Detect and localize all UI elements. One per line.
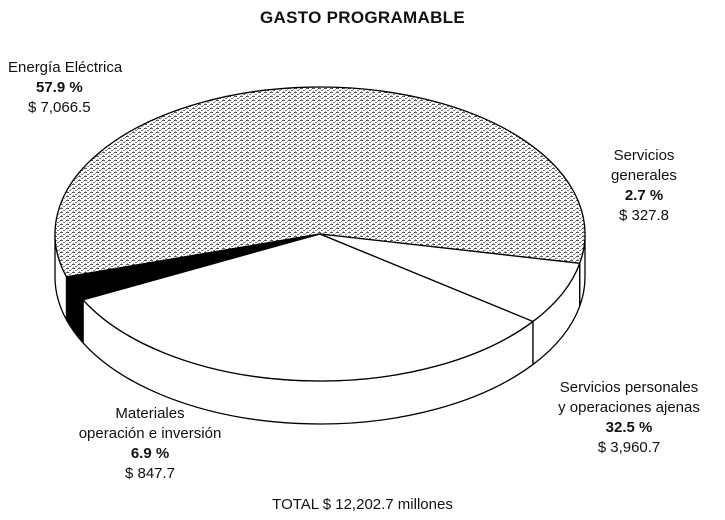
slice-top-3 xyxy=(319,233,581,323)
label-materiales-percent: 6.9 % xyxy=(130,445,170,462)
slice-top-2 xyxy=(82,233,534,382)
label-servicios-personales: Servicios personales y operaciones ajena… xyxy=(536,378,722,458)
label-servicios-generales-name-1: Servicios xyxy=(613,147,675,164)
label-energia: Energía Eléctrica 57.9 % $ 7,066.5 xyxy=(8,58,122,118)
label-servicios-generales-name-2: generales xyxy=(611,167,677,184)
label-servicios-personales-amount: $ 3,960.7 xyxy=(597,439,661,456)
label-energia-percent: 57.9 % xyxy=(36,79,83,96)
label-materiales-amount: $ 847.7 xyxy=(124,465,176,482)
pie-tops xyxy=(54,86,586,382)
label-materiales: Materiales operación e inversión 6.9 % $… xyxy=(58,404,242,484)
label-energia-amount: $ 7,066.5 xyxy=(28,99,91,116)
pie-sides xyxy=(54,233,586,425)
label-materiales-name-2: operación e inversión xyxy=(78,425,222,442)
total-label: TOTAL $ 12,202.7 millones xyxy=(272,496,453,513)
label-servicios-generales-percent: 2.7 % xyxy=(624,187,664,204)
label-servicios-personales-percent: 32.5 % xyxy=(605,419,653,436)
label-energia-name: Energía Eléctrica xyxy=(8,59,123,76)
slice-top-0 xyxy=(54,86,586,278)
chart-title: GASTO PROGRAMABLE xyxy=(259,8,466,27)
label-materiales-name-1: Materiales xyxy=(115,405,185,422)
label-servicios-personales-name-1: Servicios personales xyxy=(559,379,699,396)
label-servicios-generales: Servicios generales 2.7 % $ 327.8 xyxy=(596,146,692,226)
label-servicios-personales-name-2: y operaciones ajenas xyxy=(558,399,700,416)
label-servicios-generales-amount: $ 327.8 xyxy=(618,207,670,224)
